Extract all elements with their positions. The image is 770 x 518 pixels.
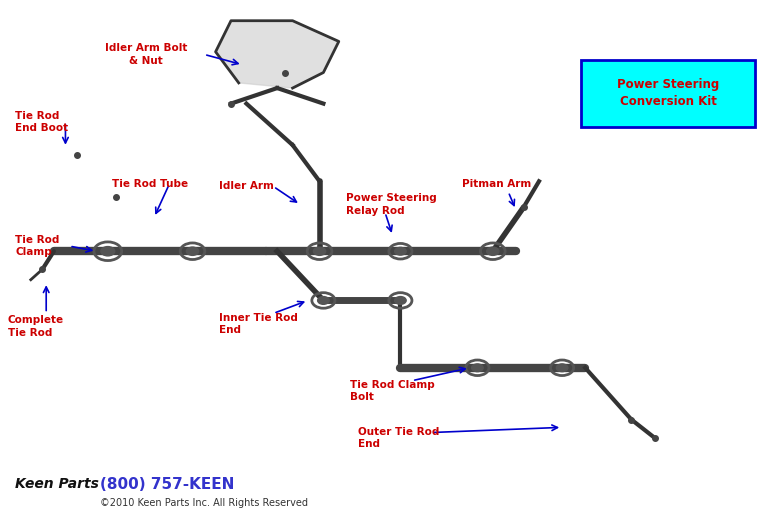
- Circle shape: [395, 248, 407, 255]
- Text: Tie Rod
Clamp: Tie Rod Clamp: [15, 235, 60, 257]
- Text: ©2010 Keen Parts Inc. All Rights Reserved: ©2010 Keen Parts Inc. All Rights Reserve…: [100, 498, 308, 509]
- Text: Outer Tie Rod
End: Outer Tie Rod End: [358, 426, 440, 449]
- Circle shape: [395, 297, 407, 305]
- Circle shape: [101, 247, 115, 256]
- Text: Idler Arm Bolt
& Nut: Idler Arm Bolt & Nut: [105, 43, 187, 66]
- Text: (800) 757-KEEN: (800) 757-KEEN: [100, 477, 235, 492]
- Text: Power Steering
Conversion Kit: Power Steering Conversion Kit: [617, 78, 719, 108]
- Text: Idler Arm: Idler Arm: [219, 181, 274, 192]
- Circle shape: [317, 297, 329, 305]
- Circle shape: [471, 364, 484, 372]
- Text: Pitman Arm: Pitman Arm: [462, 179, 531, 189]
- Circle shape: [556, 364, 568, 372]
- Polygon shape: [216, 21, 339, 88]
- Text: Keen Parts: Keen Parts: [15, 477, 99, 492]
- Circle shape: [186, 247, 199, 255]
- Text: Tie Rod Clamp
Bolt: Tie Rod Clamp Bolt: [350, 380, 435, 402]
- Text: Inner Tie Rod
End: Inner Tie Rod End: [219, 312, 298, 335]
- Text: Tie Rod
End Boot: Tie Rod End Boot: [15, 110, 69, 133]
- Circle shape: [313, 247, 326, 255]
- Text: Power Steering
Relay Rod: Power Steering Relay Rod: [346, 193, 437, 216]
- FancyBboxPatch shape: [581, 60, 755, 127]
- Text: Complete
Tie Rod: Complete Tie Rod: [8, 315, 64, 338]
- Text: Tie Rod Tube: Tie Rod Tube: [112, 179, 188, 189]
- Circle shape: [487, 247, 499, 255]
